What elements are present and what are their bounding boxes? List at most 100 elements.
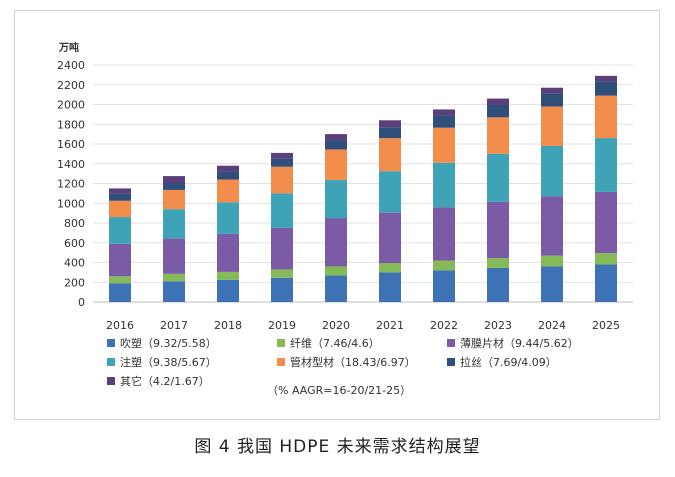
y-tick-label: 600 — [64, 237, 85, 250]
y-tick-label: 800 — [64, 217, 85, 230]
stacked-bar-chart: 万吨 0 200 400 600 800 1000 1200 1400 1600 1800 2000… — [57, 41, 633, 332]
bar-segment-2024-3 — [541, 145, 563, 197]
bar-segment-2022-1 — [433, 260, 455, 271]
x-tick-label: 2022 — [430, 319, 458, 332]
bar-segment-2017-5 — [163, 183, 185, 190]
legend-label: 其它（4.2/1.67） — [120, 375, 210, 388]
bar-segment-2024-4 — [541, 106, 563, 146]
legend-swatch — [277, 339, 285, 347]
legend-label: 吹塑（9.32/5.58） — [120, 337, 217, 350]
bar-segment-2019-5 — [271, 158, 293, 167]
bar-segment-2019-0 — [271, 277, 293, 302]
bar-segment-2023-1 — [487, 258, 509, 268]
bar-segment-2017-6 — [163, 176, 185, 184]
bar-segment-2019-1 — [271, 269, 293, 278]
bar-segment-2019-2 — [271, 227, 293, 270]
legend-swatch — [277, 358, 285, 366]
legend-item: 吹塑（9.32/5.58） — [107, 335, 217, 351]
chart-frame: 万吨 0 200 400 600 800 1000 1200 1400 1600 1800 2000… — [14, 10, 660, 420]
bar-segment-2021-5 — [379, 127, 401, 139]
legend-label: 纤维（7.46/4.6） — [290, 337, 380, 350]
legend-item: 其它（4.2/1.67） — [107, 373, 210, 389]
y-tick-label: 1000 — [57, 197, 85, 210]
bar-segment-2024-1 — [541, 255, 563, 267]
bar-segment-2017-4 — [163, 189, 185, 210]
bar-segment-2025-4 — [595, 95, 617, 139]
bar-segment-2020-0 — [325, 275, 347, 302]
bar-segment-2024-2 — [541, 196, 563, 256]
bar-segment-2024-5 — [541, 93, 563, 107]
x-tick-label: 2021 — [376, 319, 404, 332]
bar-segment-2023-4 — [487, 117, 509, 154]
y-unit-label: 万吨 — [58, 41, 79, 54]
bar-segment-2022-3 — [433, 162, 455, 208]
legend-swatch — [447, 339, 455, 347]
bars — [109, 75, 617, 302]
legend-label: 管材型材（18.43/6.97） — [290, 356, 416, 369]
y-tick-label: 1800 — [57, 118, 85, 131]
bar-segment-2021-3 — [379, 171, 401, 213]
bar-segment-2020-4 — [325, 149, 347, 181]
legend-item: 管材型材（18.43/6.97） — [277, 354, 416, 370]
bar-segment-2016-1 — [109, 276, 131, 284]
legend-item: 薄膜片材（9.44/5.62） — [447, 335, 579, 351]
bar-segment-2025-6 — [595, 75, 617, 82]
x-tick-label: 2020 — [322, 319, 350, 332]
bar-segment-2018-0 — [217, 279, 239, 302]
x-tick-label: 2023 — [484, 319, 512, 332]
x-tick-label: 2016 — [106, 319, 134, 332]
legend-label: 薄膜片材（9.44/5.62） — [460, 337, 579, 350]
bar-segment-2017-1 — [163, 273, 185, 282]
bar-segment-2022-4 — [433, 127, 455, 163]
bar-segment-2021-1 — [379, 262, 401, 273]
bar-segment-2018-2 — [217, 233, 239, 272]
x-tick-label: 2024 — [538, 319, 566, 332]
y-tick-label: 400 — [64, 257, 85, 270]
bar-segment-2025-2 — [595, 191, 617, 254]
bar-segment-2017-3 — [163, 209, 185, 239]
bar-segment-2020-6 — [325, 134, 347, 141]
y-tick-label: 1200 — [57, 178, 85, 191]
bar-segment-2022-2 — [433, 207, 455, 261]
bar-segment-2016-0 — [109, 283, 131, 302]
legend-item: 纤维（7.46/4.6） — [277, 335, 380, 351]
bar-segment-2023-3 — [487, 153, 509, 202]
legend-item: 拉丝（7.69/4.09） — [447, 354, 557, 370]
y-tick-label: 1400 — [57, 158, 85, 171]
bar-segment-2021-2 — [379, 212, 401, 263]
legend-swatch — [107, 377, 115, 385]
y-tick-label: 0 — [78, 296, 85, 309]
legend-swatch — [107, 339, 115, 347]
bar-segment-2025-0 — [595, 264, 617, 302]
bar-segment-2023-0 — [487, 267, 509, 302]
bar-segment-2025-5 — [595, 81, 617, 96]
bar-segment-2022-0 — [433, 270, 455, 302]
bar-segment-2016-6 — [109, 188, 131, 194]
legend-item: 注塑（9.38/5.67） — [107, 354, 217, 370]
bar-segment-2018-5 — [217, 171, 239, 180]
bar-segment-2016-3 — [109, 217, 131, 244]
legend-swatch — [107, 358, 115, 366]
legend-label: 注塑（9.38/5.67） — [120, 356, 217, 369]
bar-segment-2020-2 — [325, 218, 347, 267]
bar-segment-2020-3 — [325, 180, 347, 219]
legend-swatch — [447, 358, 455, 366]
y-tick-label: 2200 — [57, 79, 85, 92]
bar-segment-2023-2 — [487, 201, 509, 259]
bar-segment-2022-5 — [433, 115, 455, 128]
bar-segment-2019-6 — [271, 152, 293, 159]
bar-segment-2019-3 — [271, 193, 293, 228]
bar-segment-2018-3 — [217, 202, 239, 234]
bar-segment-2025-1 — [595, 253, 617, 265]
bar-segment-2025-3 — [595, 138, 617, 192]
bar-segment-2023-6 — [487, 98, 509, 105]
y-tick-label: 200 — [64, 276, 85, 289]
aagr-note: （% AAGR=16-20/21-25） — [267, 384, 412, 397]
bar-segment-2018-1 — [217, 271, 239, 280]
x-axis: 2016 2017 2018 2019 2020 2021 2022 2023 2024 2025 — [106, 319, 620, 332]
bar-segment-2023-5 — [487, 104, 509, 118]
bar-segment-2016-2 — [109, 243, 131, 277]
bar-segment-2020-1 — [325, 266, 347, 276]
x-tick-label: 2019 — [268, 319, 296, 332]
bar-segment-2020-5 — [325, 140, 347, 150]
